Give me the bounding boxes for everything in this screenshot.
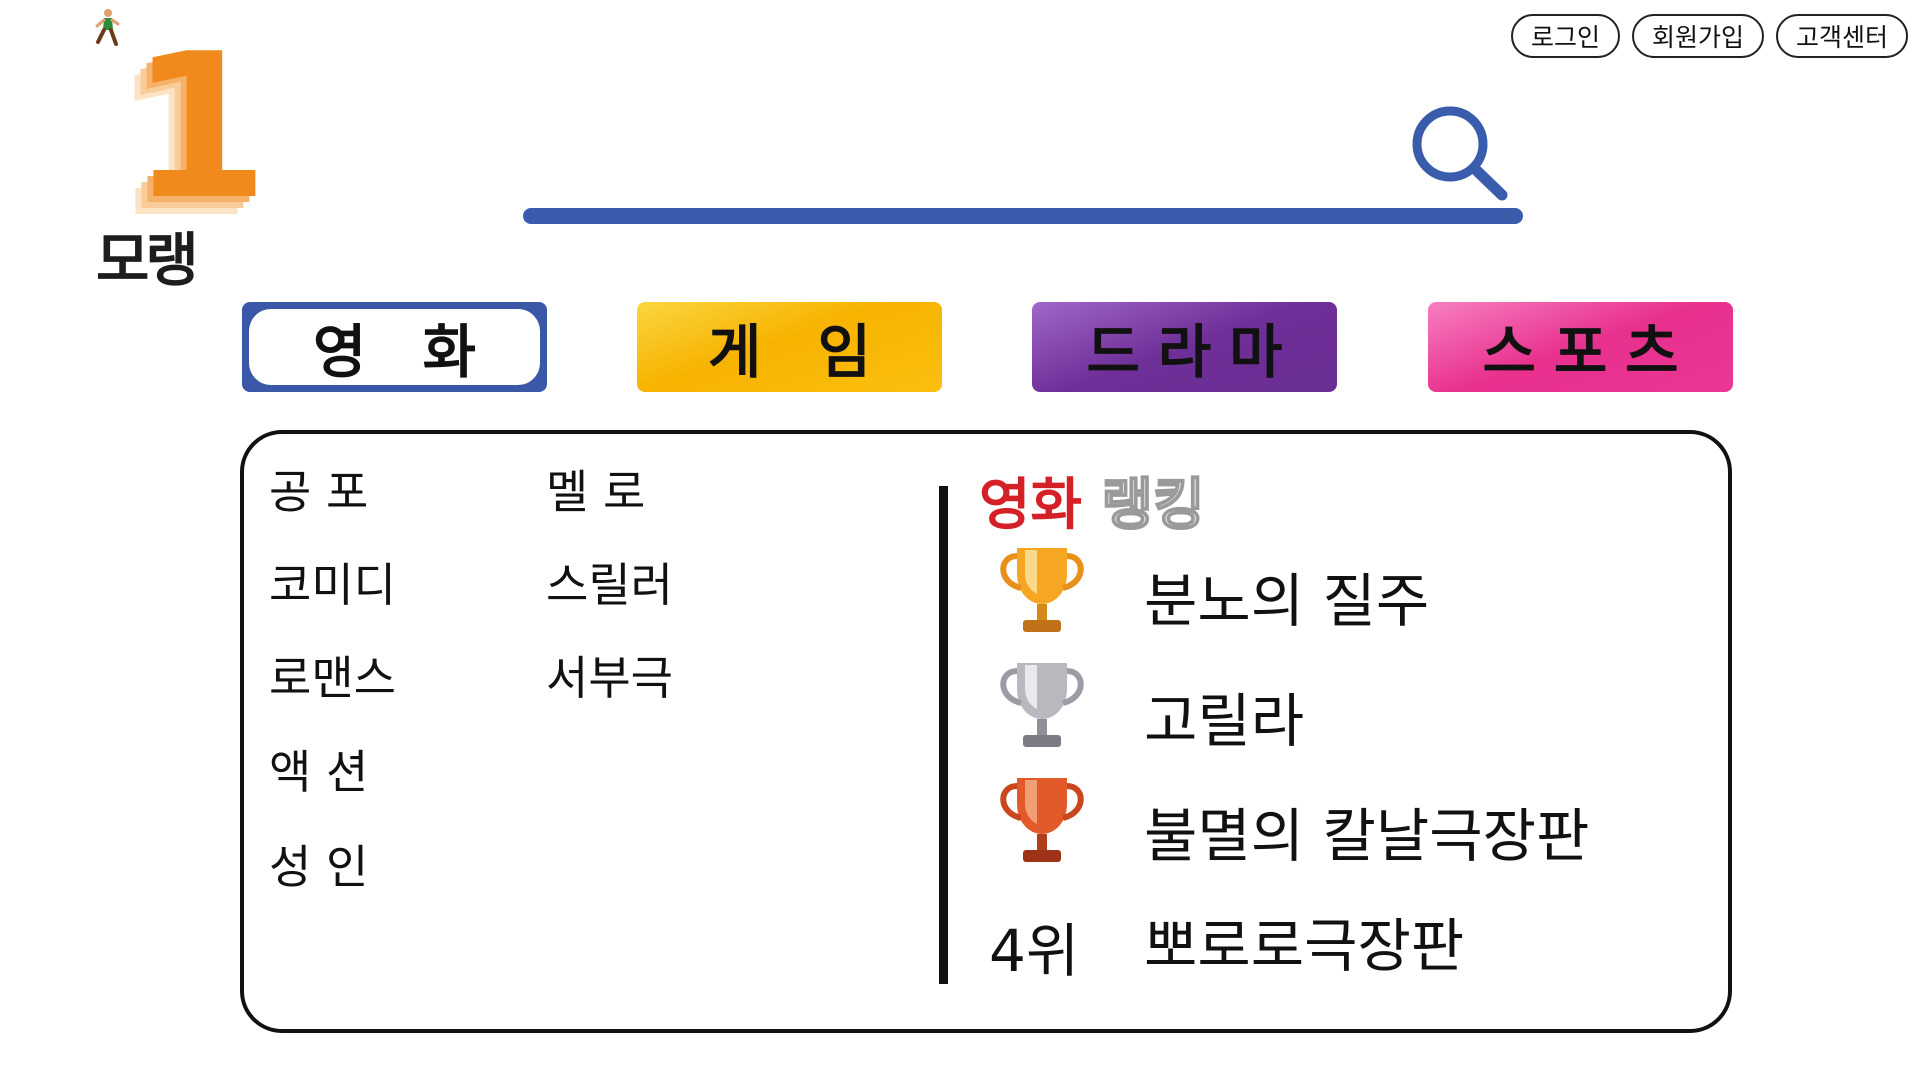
tab-movie-label: 영 화 — [313, 318, 494, 386]
genre-horror[interactable]: 공 포 — [269, 465, 369, 519]
genre-thriller[interactable]: 스릴러 — [546, 558, 673, 612]
tab-drama[interactable]: 드라마 — [1032, 302, 1337, 392]
genre-western[interactable]: 서부극 — [546, 651, 673, 705]
customer-center-button[interactable]: 고객센터 — [1775, 14, 1908, 58]
search-icon[interactable] — [1405, 102, 1515, 202]
gold-trophy-icon — [1000, 548, 1084, 632]
genre-adult[interactable]: 성 인 — [269, 840, 369, 894]
bronze-trophy-icon — [1000, 778, 1084, 862]
logo-text: 모랭 — [96, 226, 199, 294]
genre-romance[interactable]: 로맨스 — [269, 651, 396, 705]
rank-item-2[interactable]: 고릴라 — [1144, 687, 1305, 755]
ranking-title: 영화 랭킹 — [979, 460, 1206, 541]
search-input[interactable] — [530, 150, 1394, 202]
rank-number-4: 4위 — [989, 917, 1080, 985]
content-panel: 공 포 코미디 로맨스 액 션 성 인 멜 로 스릴러 서부극 영화 랭킹 분노… — [240, 430, 1732, 1033]
signup-button[interactable]: 회원가입 — [1631, 14, 1764, 58]
rank-item-1[interactable]: 분노의 질주 — [1144, 567, 1430, 635]
ranking-title-label: 랭킹 — [1101, 472, 1206, 539]
genre-melo[interactable]: 멜 로 — [546, 465, 646, 519]
logo-number: 1 — [130, 11, 270, 244]
rank-item-4[interactable]: 뽀로로극장판 — [1144, 912, 1465, 980]
top-links: 로그인 회원가입 고객센터 — [1510, 14, 1908, 58]
genre-action[interactable]: 액 션 — [269, 745, 369, 799]
silver-trophy-icon — [1000, 663, 1084, 747]
runner-icon — [95, 9, 120, 46]
tab-game-label: 게 임 — [708, 318, 889, 386]
tab-movie[interactable]: 영 화 — [242, 302, 547, 392]
genre-comedy[interactable]: 코미디 — [269, 558, 396, 612]
tab-sports[interactable]: 스포츠 — [1428, 302, 1733, 392]
logo[interactable]: 1 모랭 — [90, 8, 269, 294]
ranking-title-category: 영화 — [979, 473, 1083, 538]
login-button[interactable]: 로그인 — [1510, 14, 1620, 58]
search-underline — [523, 208, 1523, 224]
tab-sports-label: 스포츠 — [1482, 318, 1697, 386]
rank-item-3[interactable]: 불멸의 칼날극장판 — [1144, 802, 1590, 870]
tab-drama-label: 드라마 — [1086, 318, 1301, 386]
divider — [939, 486, 948, 984]
tab-game[interactable]: 게 임 — [637, 302, 942, 392]
